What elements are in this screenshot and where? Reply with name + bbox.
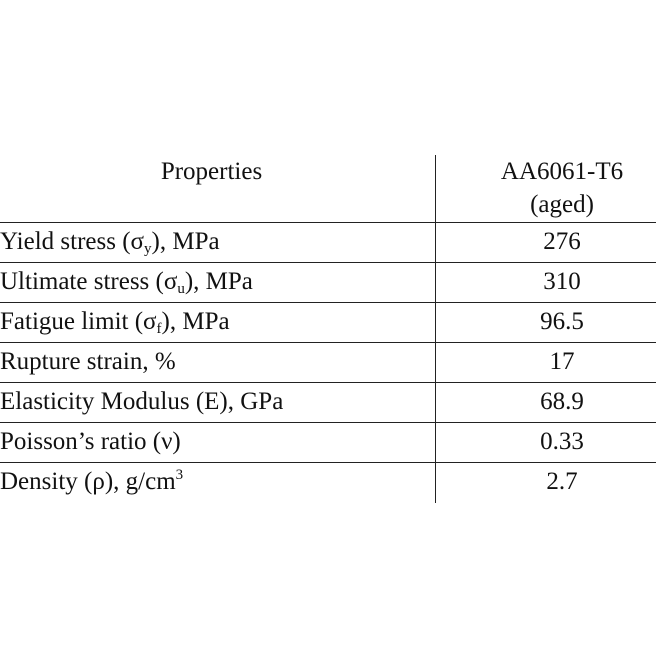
header-material-name: AA6061-T6 (500, 158, 624, 185)
label-text: Yield stress (σ (0, 228, 145, 255)
row-value-fatigue-limit: 96.5 (540, 308, 584, 335)
table-header-row: Properties AA6061-T6 (aged) (0, 155, 656, 223)
label-text: Ultimate stress (σ (0, 268, 178, 295)
row-value-density: 2.7 (546, 468, 578, 495)
row-label-poissons-ratio: Poisson’s ratio (ν) (0, 423, 436, 462)
label-subscript: y (144, 241, 152, 257)
row-label-ultimate-stress: Ultimate stress (σu), MPa (0, 263, 436, 302)
table-row: Yield stress (σy), MPa 276 (0, 223, 656, 263)
label-text: Density (ρ), g/cm (0, 468, 176, 495)
row-label-fatigue-limit: Fatigue limit (σf), MPa (0, 303, 436, 342)
table-row: Fatigue limit (σf), MPa 96.5 (0, 303, 656, 343)
label-subscript: f (156, 321, 162, 337)
row-value-elasticity-modulus: 68.9 (540, 388, 584, 415)
label-subscript: u (177, 281, 185, 297)
table-row: Poisson’s ratio (ν) 0.33 (0, 423, 656, 463)
row-label-density: Density (ρ), g/cm3 (0, 463, 436, 503)
table-row: Rupture strain, % 17 (0, 343, 656, 383)
table-row: Density (ρ), g/cm3 2.7 (0, 463, 656, 503)
label-superscript: 3 (175, 467, 184, 483)
header-material: AA6061-T6 (aged) (436, 155, 656, 222)
header-material-condition: (aged) (530, 191, 594, 218)
label-text-after: ), MPa (151, 228, 220, 255)
table-row: Ultimate stress (σu), MPa 310 (0, 263, 656, 303)
row-value-rupture-strain: 17 (549, 348, 575, 375)
row-label-rupture-strain: Rupture strain, % (0, 343, 436, 382)
row-label-yield-stress: Yield stress (σy), MPa (0, 223, 436, 262)
row-value-yield-stress: 276 (543, 228, 581, 255)
header-properties: Properties (0, 155, 436, 222)
row-label-elasticity-modulus: Elasticity Modulus (E), GPa (0, 383, 436, 422)
row-value-poissons-ratio: 0.33 (540, 428, 584, 455)
header-properties-label: Properties (160, 158, 263, 185)
label-text-after: ), MPa (184, 268, 253, 295)
label-text: Fatigue limit (σ (0, 308, 157, 335)
row-value-ultimate-stress: 310 (543, 268, 581, 295)
label-text-after: ), MPa (161, 308, 230, 335)
properties-table: Properties AA6061-T6 (aged) Yield stress… (0, 155, 656, 503)
table-row: Elasticity Modulus (E), GPa 68.9 (0, 383, 656, 423)
